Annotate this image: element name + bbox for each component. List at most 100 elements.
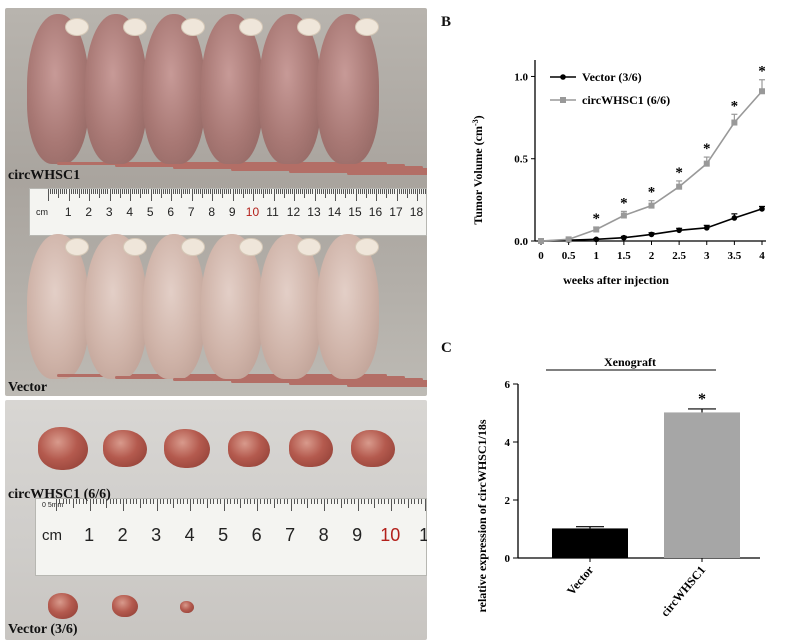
ruler-tick: [240, 499, 242, 508]
ruler-tick: [296, 189, 298, 194]
ruler-tick: [106, 499, 108, 508]
y-tick-label: 0.0: [514, 236, 528, 248]
ruler-tick: [62, 189, 64, 194]
ruler-tick: [287, 189, 289, 194]
ruler-tick: [289, 189, 291, 194]
mouse: [317, 14, 379, 164]
ruler-tick: [397, 499, 399, 504]
tumor: [103, 430, 147, 468]
ruler-tick: [226, 499, 228, 504]
tumor: [48, 593, 78, 619]
ruler-tick: [328, 189, 330, 194]
ruler-number: 6: [251, 525, 262, 545]
ruler-tick: [207, 189, 209, 194]
ruler-tick: [349, 189, 351, 194]
ruler-tick: [72, 189, 74, 194]
ruler-tick: [173, 499, 175, 508]
x-tick-label: 3: [704, 250, 710, 262]
ruler-tick: [109, 189, 111, 201]
ruler-tick: [401, 499, 403, 504]
ruler-number: 1: [84, 525, 95, 545]
ruler-tick: [300, 499, 302, 504]
mouse-ear: [65, 238, 89, 256]
ruler-tick: [377, 499, 379, 504]
ruler-tick: [78, 189, 80, 198]
ruler-tick: [370, 499, 372, 504]
ruler-number: 5: [146, 205, 154, 219]
mouse: [259, 14, 321, 164]
ruler-tick: [246, 189, 248, 194]
ruler-tick: [216, 499, 218, 504]
legend-label: Vector (3/6): [582, 70, 642, 84]
ruler-tick: [354, 499, 356, 504]
c-y-tick-label: 0: [505, 553, 511, 565]
ruler-tick: [203, 189, 205, 194]
ruler-tick: [59, 499, 61, 504]
ruler-tick: [58, 189, 60, 198]
ruler-tick: [70, 189, 72, 194]
ruler-tick: [257, 189, 259, 194]
ruler-tick: [127, 189, 129, 194]
ruler-tick: [121, 189, 123, 194]
ruler-tick: [270, 499, 272, 504]
ruler-tick: [112, 499, 114, 504]
ruler-tick: [69, 499, 71, 504]
ruler-number: 15: [348, 205, 362, 219]
mouse-tail: [289, 382, 427, 385]
ruler-tick: [359, 189, 361, 194]
ruler-tick: [287, 499, 289, 504]
ruler-tick: [213, 499, 215, 504]
ruler-number: 2: [85, 205, 93, 219]
ruler-tick: [373, 189, 375, 194]
ruler-tick: [95, 189, 97, 194]
ruler-small-label: 0 5mm: [42, 502, 64, 509]
ruler-tick: [154, 189, 156, 194]
ruler-tick: [129, 499, 131, 504]
label-vector-mice: Vector: [8, 380, 48, 395]
ruler-tick: [396, 189, 398, 201]
ruler-tick: [139, 499, 141, 508]
ruler-tick: [66, 499, 68, 504]
ruler-tick: [318, 189, 320, 194]
ruler-tick: [314, 189, 316, 201]
ruler-tick: [166, 499, 168, 504]
ruler-tick: [190, 499, 191, 511]
data-point: [648, 231, 655, 238]
ruler-tick: [197, 189, 199, 194]
ruler-tick: [337, 189, 339, 194]
tumor: [228, 431, 270, 467]
ruler-tick: [340, 499, 342, 508]
ruler-tick: [187, 189, 189, 194]
ruler-tick: [322, 189, 324, 194]
ruler-tick: [357, 189, 359, 194]
ruler-tick: [232, 189, 234, 201]
ruler-tick: [89, 499, 91, 511]
ruler-tick: [132, 189, 134, 194]
ruler-tick: [402, 189, 404, 194]
mouse: [201, 234, 263, 379]
ruler-number: 3: [105, 205, 113, 219]
ruler-tick: [374, 499, 376, 508]
ruler-tick: [56, 189, 58, 194]
ruler-tick: [80, 189, 82, 194]
ruler-tick: [62, 499, 64, 504]
c-y-tick-label: 4: [505, 437, 511, 449]
ruler-tick: [233, 499, 235, 504]
mouse-ear: [239, 238, 263, 256]
ruler-tick: [206, 499, 208, 508]
ruler-tick: [419, 189, 421, 194]
ruler-tick: [248, 189, 250, 194]
ruler-tick: [351, 189, 353, 194]
ruler-tick: [68, 189, 70, 201]
ruler-tick: [162, 189, 164, 194]
significance-star: *: [758, 64, 766, 80]
ruler-tick: [298, 189, 300, 194]
xenograft-title: Xenograft: [604, 355, 656, 369]
ruler-tick: [50, 189, 52, 194]
ruler-tick: [92, 499, 94, 504]
mouse-tail: [347, 172, 427, 175]
ruler-tick: [133, 499, 135, 504]
ruler-tick: [308, 189, 310, 194]
ruler-tick: [236, 189, 238, 194]
